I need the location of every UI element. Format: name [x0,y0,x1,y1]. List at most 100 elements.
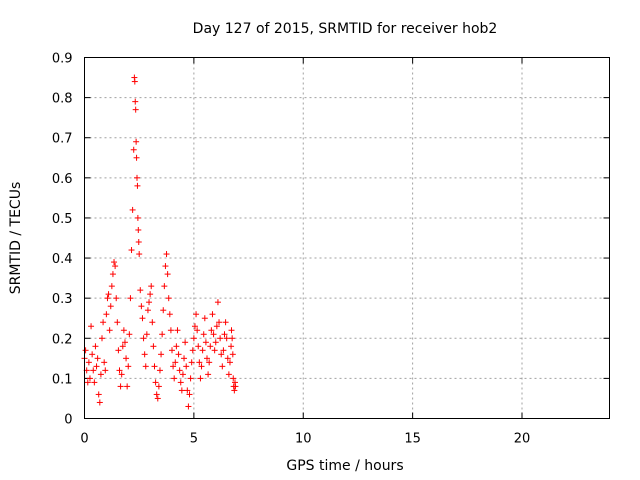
data-point [212,339,219,346]
x-tick-label: 20 [514,432,531,447]
data-point [108,283,115,290]
data-point [159,331,166,338]
data-point [229,351,236,358]
data-point [217,335,224,342]
data-point [124,383,131,390]
data-point [152,379,159,386]
data-point [231,387,238,394]
data-point [121,339,128,346]
data-point [202,339,209,346]
data-point [169,347,175,354]
data-point [196,359,203,366]
data-point [167,327,174,334]
data-point [224,355,231,362]
y-axis-label: SRMTID / TECUs [8,182,24,295]
data-point [186,391,193,398]
data-point [160,307,167,314]
y-tick-label: 0.1 [52,372,73,387]
data-point [92,343,99,350]
data-point [84,379,91,386]
data-point [165,295,172,302]
data-point [91,379,98,386]
data-point [182,339,189,346]
data-point [201,315,208,322]
data-point [113,295,120,302]
data-point [129,206,136,213]
data-point [137,287,144,294]
data-point [187,375,194,382]
data-point [177,379,184,386]
chart-title: Day 127 of 2015, SRMTID for receiver hob… [193,21,498,37]
data-point [103,311,110,318]
data-point [114,319,121,326]
data-point [120,327,127,334]
data-point [112,263,119,270]
data-point [155,383,162,390]
data-point [82,347,89,354]
data-point [107,303,114,310]
x-tick-label: 5 [190,432,198,447]
data-point [188,359,195,366]
data-point [181,355,188,362]
data-point [222,319,229,326]
data-point [139,315,146,322]
data-point [172,359,179,366]
data-point [193,311,200,318]
data-point [134,214,141,221]
plot-frame [84,57,610,419]
data-point [232,383,239,390]
data-point [141,351,148,358]
data-point [140,335,147,342]
data-point [220,347,227,354]
data-point [94,355,101,362]
data-point [179,371,186,378]
data-point [229,335,236,342]
data-point [126,331,133,338]
data-point [175,351,182,358]
data-point [156,367,163,374]
data-point [133,138,140,145]
grid-lines [84,57,610,419]
data-point [228,343,235,350]
data-point [184,387,191,394]
data-point [214,299,221,306]
data-point [185,403,192,410]
data-point [194,327,201,334]
data-point [195,343,202,350]
data-point [89,351,96,358]
data-point [99,335,105,342]
data-point [178,387,185,394]
data-point [135,239,142,246]
data-point [158,351,165,358]
y-tick-label: 0 [64,413,72,428]
data-point [134,174,140,181]
y-axis-ticks: 0 0.1 0.2 0.3 0.4 0.5 0.6 0.7 0.8 0.9 [52,52,610,428]
data-point [225,371,232,378]
y-tick-label: 0.8 [52,92,73,107]
data-point [221,331,228,338]
data-point [170,363,177,370]
data-point [171,375,178,382]
data-point [128,247,135,254]
data-point [116,367,123,374]
data-point [135,226,142,233]
data-point [148,283,155,290]
data-point [161,283,168,290]
data-point [191,323,198,330]
data-point [176,367,183,374]
data-point [149,319,156,326]
data-point [218,351,225,358]
x-axis-ticks: 0 5 10 15 20 [80,57,531,447]
data-point [213,323,220,330]
data-points [81,74,239,410]
data-point [146,299,153,306]
data-point [131,78,138,85]
data-point [207,343,214,350]
data-point [174,327,181,334]
data-point [166,311,173,318]
data-point [205,371,212,378]
data-point [100,319,107,326]
y-tick-label: 0.2 [52,332,73,347]
x-axis-label: GPS time / hours [286,458,403,474]
data-point [93,363,100,370]
